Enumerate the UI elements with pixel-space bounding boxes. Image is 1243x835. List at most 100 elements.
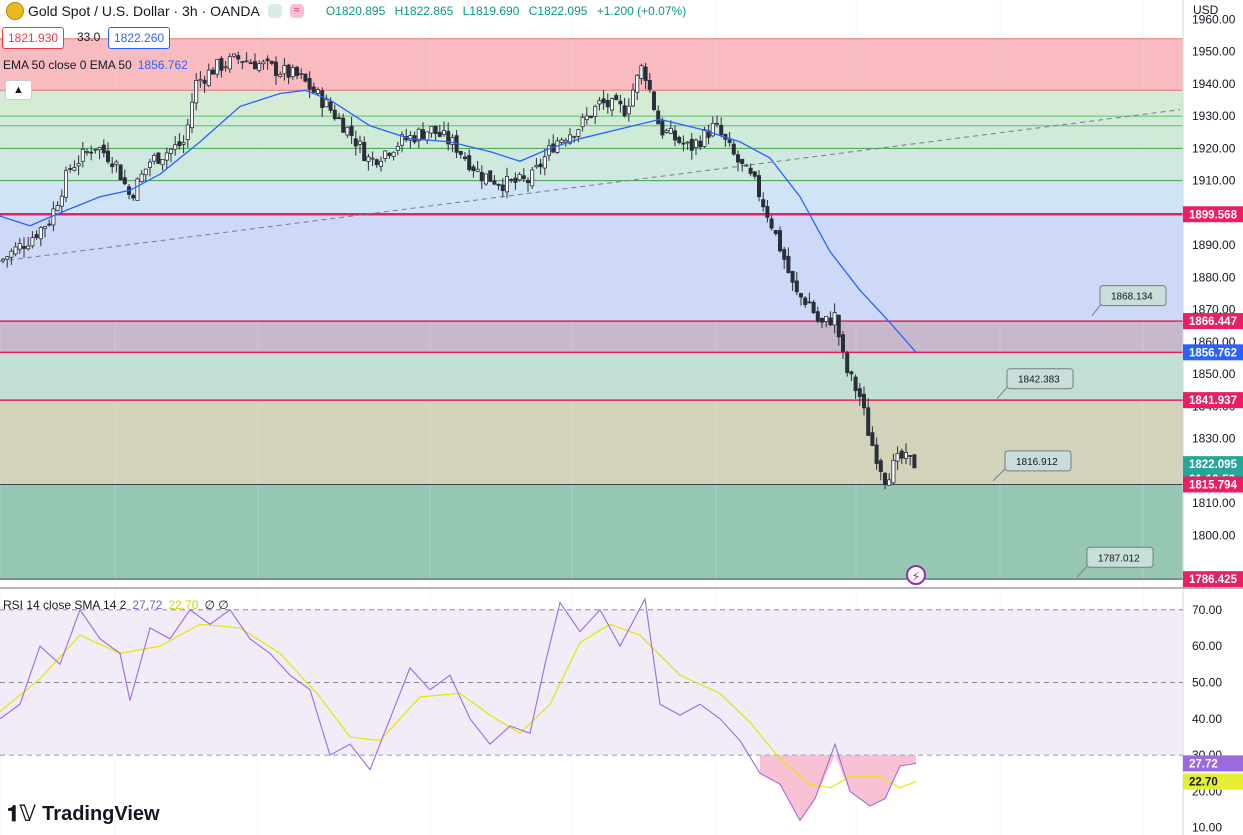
candle-body xyxy=(64,170,69,198)
price-zone xyxy=(0,116,1183,149)
status-green-icon[interactable] xyxy=(267,4,282,18)
candle-body xyxy=(425,131,430,141)
candle-body xyxy=(656,110,661,125)
sell-button[interactable]: 1821.930 xyxy=(2,27,65,49)
candle-body xyxy=(227,56,232,70)
candle-body xyxy=(563,140,568,143)
candle-body xyxy=(59,195,64,207)
callout-label: 1787.012 xyxy=(1098,553,1140,564)
candle-body xyxy=(156,152,161,164)
rsi-sma-legend-value: 22.70 xyxy=(168,598,199,612)
price-axis-tag-text: 1899.568 xyxy=(1189,209,1238,221)
candle-body xyxy=(433,125,438,134)
candle-body xyxy=(589,115,594,118)
price-zone xyxy=(0,484,1183,580)
candle-body xyxy=(799,293,804,298)
candle-body xyxy=(135,178,140,201)
buy-button[interactable]: 1822.260 xyxy=(108,27,171,49)
candle-body xyxy=(626,105,631,115)
candle-body xyxy=(336,117,341,120)
wave-pink-icon[interactable]: ≈ xyxy=(289,4,304,18)
candle-body xyxy=(824,316,829,322)
candle-body xyxy=(177,141,182,147)
candle-body xyxy=(51,208,56,226)
collapse-legend-button[interactable]: ▲ xyxy=(5,80,32,100)
price-zone xyxy=(0,321,1183,353)
candle-body xyxy=(320,90,325,108)
gold-coin-logo-icon xyxy=(6,2,24,20)
price-zone xyxy=(0,90,1183,117)
price-tick-label: 1890.00 xyxy=(1192,238,1236,252)
candle-body xyxy=(240,61,245,63)
price-axis-tag-text: 1866.447 xyxy=(1189,316,1237,328)
candle-body xyxy=(189,101,194,129)
candle-body xyxy=(307,78,312,90)
candle-body xyxy=(437,131,442,137)
price-axis-tag xyxy=(1183,456,1243,473)
candle-body xyxy=(345,126,350,136)
symbol-title[interactable]: Gold Spot / U.S. Dollar · 3h · OANDA xyxy=(28,3,260,19)
candle-body xyxy=(517,174,522,181)
candle-body xyxy=(597,100,602,105)
candle-body xyxy=(710,122,715,137)
rsi-legend[interactable]: RSI 14 close SMA 14 2 27.72 22.70 ∅ ∅ xyxy=(3,597,229,613)
price-tick-label: 1800.00 xyxy=(1192,528,1236,542)
spread-value: 33.0 xyxy=(77,30,101,44)
symbol-header: Gold Spot / U.S. Dollar · 3h · OANDA ≈ O… xyxy=(0,0,692,22)
candle-body xyxy=(878,460,883,472)
candle-body xyxy=(580,116,585,128)
lightning-icon[interactable]: ⚡ xyxy=(906,565,926,585)
candle-body xyxy=(479,171,484,182)
candle-body xyxy=(416,128,421,142)
rsi-sma-line xyxy=(0,623,917,789)
candle-body xyxy=(807,301,812,304)
candle-body xyxy=(55,205,60,212)
candle-body xyxy=(303,73,308,82)
price-tick-label: 1910.00 xyxy=(1192,174,1236,188)
candle-body xyxy=(786,255,791,273)
candle-body xyxy=(181,142,186,145)
price-zone xyxy=(0,214,1183,322)
candle-body xyxy=(673,130,678,141)
candle-body xyxy=(521,175,526,180)
price-axis-tag xyxy=(1183,571,1243,588)
candle-body xyxy=(164,152,169,161)
price-zone xyxy=(0,148,1183,181)
candle-body xyxy=(366,156,371,162)
currency-selector[interactable]: USD xyxy=(1193,3,1219,17)
candle-body xyxy=(475,168,480,172)
candle-body xyxy=(420,129,425,139)
candle-body xyxy=(500,184,505,191)
candle-body xyxy=(47,223,52,226)
rsi-tick-label: 40.00 xyxy=(1192,712,1222,726)
candle-body xyxy=(849,371,854,375)
candle-body xyxy=(462,156,467,160)
candle-body xyxy=(236,55,241,60)
candle-body xyxy=(391,151,396,158)
candle-body xyxy=(328,101,333,111)
candle-body xyxy=(21,246,26,249)
candle-body xyxy=(773,229,778,235)
tradingview-text: TradingView xyxy=(42,802,160,825)
candle-body xyxy=(265,58,270,62)
candle-body xyxy=(899,450,904,459)
candle-body xyxy=(895,452,900,462)
ema-legend[interactable]: EMA 50 close 0 EMA 50 1856.762 xyxy=(3,57,188,73)
candle-body xyxy=(13,246,18,255)
candle-body xyxy=(660,120,665,136)
candle-body xyxy=(273,61,278,76)
candle-body xyxy=(870,432,875,446)
candle-body xyxy=(727,139,732,143)
candle-body xyxy=(815,311,820,322)
candle-body xyxy=(353,138,358,147)
candle-body xyxy=(311,86,316,93)
candle-body xyxy=(324,99,329,108)
rsi-legend-label: RSI 14 close SMA 14 2 xyxy=(3,598,127,612)
callout-box xyxy=(1099,285,1167,307)
candle-body xyxy=(694,139,699,148)
price-zone xyxy=(0,352,1183,401)
price-tick-label: 1880.00 xyxy=(1192,270,1236,284)
candle-body xyxy=(622,105,627,117)
candle-body xyxy=(496,183,501,186)
